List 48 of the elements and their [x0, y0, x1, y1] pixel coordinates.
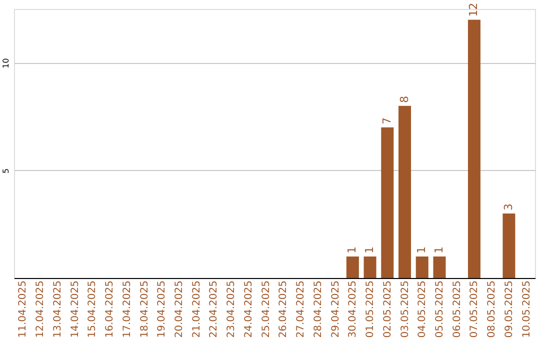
- x-tick-label: 06.05.2025: [452, 280, 463, 338]
- y-tick-label: 10: [2, 58, 10, 68]
- x-tick-label: 04.05.2025: [417, 280, 428, 338]
- data-label: 1: [415, 246, 428, 254]
- x-tick-label: 09.05.2025: [504, 280, 515, 338]
- bar: [468, 20, 480, 278]
- x-tick-label: 19.04.2025: [156, 280, 168, 338]
- data-label: 1: [363, 246, 376, 254]
- x-tick-label: 29.04.2025: [330, 280, 342, 338]
- bar: [502, 213, 516, 278]
- x-tick-label: 18.04.2025: [139, 280, 150, 338]
- x-tick-label: 07.05.2025: [469, 280, 480, 338]
- bar: [398, 106, 411, 278]
- x-tick-label: 22.04.2025: [208, 280, 220, 338]
- x-tick-label: 08.05.2025: [486, 280, 498, 338]
- x-tick-label: 21.04.2025: [191, 280, 202, 338]
- x-tick-label: 15.04.2025: [87, 280, 98, 338]
- x-tick-label: 25.04.2025: [260, 280, 272, 338]
- x-tick-label: 03.05.2025: [400, 280, 411, 338]
- x-tick-label: 02.05.2025: [382, 280, 394, 338]
- data-label: 8: [398, 96, 411, 103]
- bar: [433, 256, 446, 278]
- x-tick-label: 12.04.2025: [35, 280, 46, 338]
- x-tick-label: 13.04.2025: [52, 280, 64, 338]
- x-tick-label: 28.04.2025: [312, 280, 324, 338]
- data-label: 7: [380, 117, 394, 124]
- data-label: 1: [346, 246, 359, 254]
- x-tick-label: 17.04.2025: [122, 280, 133, 338]
- x-tick-label: 23.04.2025: [226, 280, 238, 338]
- x-tick-label: 16.04.2025: [104, 280, 116, 338]
- x-tick-label: 27.04.2025: [296, 280, 307, 338]
- x-tick-label: 10.05.2025: [521, 280, 532, 338]
- data-label: 12: [467, 2, 480, 17]
- bar: [364, 256, 376, 278]
- x-tick-label: 01.05.2025: [365, 280, 376, 338]
- x-tick-label: 11.04.2025: [18, 280, 29, 338]
- bar: [346, 256, 359, 278]
- bar: [381, 127, 394, 278]
- bar: [416, 256, 428, 278]
- x-tick-label: 14.04.2025: [70, 280, 81, 338]
- x-tick-label: 20.04.2025: [174, 280, 185, 338]
- x-tick-label: 26.04.2025: [278, 280, 290, 338]
- data-label: 1: [432, 246, 446, 254]
- data-label: 3: [502, 203, 515, 210]
- x-tick-label: 24.04.2025: [243, 280, 254, 338]
- y-tick-label: 5: [2, 168, 10, 174]
- x-tick-label: 05.05.2025: [434, 280, 446, 338]
- x-tick-label: 30.04.2025: [348, 280, 359, 338]
